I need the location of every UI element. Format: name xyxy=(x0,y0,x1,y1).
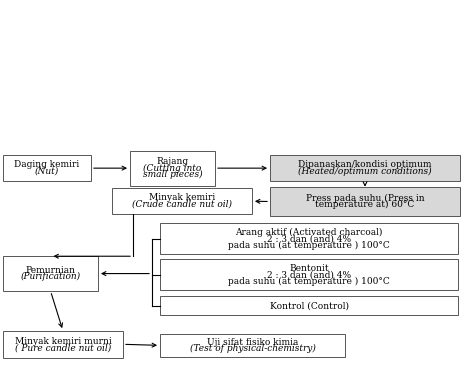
Text: Dipanaskan/kondisi optimum: Dipanaskan/kondisi optimum xyxy=(298,160,432,169)
Bar xyxy=(160,296,458,315)
Text: (Cutting into: (Cutting into xyxy=(143,164,202,173)
Text: ( Pure candle nut oil): ( Pure candle nut oil) xyxy=(15,343,111,352)
Text: temperature at) 60°C: temperature at) 60°C xyxy=(315,200,415,209)
Text: Uji sifat fisiko kimia: Uji sifat fisiko kimia xyxy=(207,338,298,347)
Text: Minyak kemiri: Minyak kemiri xyxy=(149,194,215,202)
Bar xyxy=(160,260,458,290)
Text: Arang aktif (Activated charcoal): Arang aktif (Activated charcoal) xyxy=(235,227,382,236)
Text: (Nut): (Nut) xyxy=(35,167,59,176)
Text: Press pada suhu (Press in: Press pada suhu (Press in xyxy=(306,194,425,203)
Text: Minyak kemiri murni: Minyak kemiri murni xyxy=(14,337,111,346)
Bar xyxy=(3,155,91,182)
Text: Kontrol (Control): Kontrol (Control) xyxy=(269,301,348,310)
Bar xyxy=(270,187,460,216)
Text: pada suhu (at temperature ) 100°C: pada suhu (at temperature ) 100°C xyxy=(228,241,390,250)
Text: Pemurnian: Pemurnian xyxy=(26,266,76,275)
Text: 2 : 3 dan (and) 4%: 2 : 3 dan (and) 4% xyxy=(267,270,351,279)
Text: Daging kemiri: Daging kemiri xyxy=(14,160,80,169)
Bar xyxy=(3,256,98,291)
Text: pada suhu (at temperature ) 100°C: pada suhu (at temperature ) 100°C xyxy=(228,277,390,286)
Text: 2 : 3 dan (and) 4%: 2 : 3 dan (and) 4% xyxy=(267,234,351,243)
Bar xyxy=(130,150,215,186)
Bar xyxy=(3,331,123,358)
Bar xyxy=(160,334,345,357)
Text: (Heated/optimum conditions): (Heated/optimum conditions) xyxy=(298,167,432,176)
Text: Bentonit: Bentonit xyxy=(289,264,329,273)
Bar xyxy=(270,155,460,182)
Bar xyxy=(160,223,458,254)
Text: (Test of physical-chemistry): (Test of physical-chemistry) xyxy=(190,344,315,353)
Text: Rajang: Rajang xyxy=(156,157,189,166)
Bar xyxy=(112,188,252,214)
Text: (Purification): (Purification) xyxy=(21,272,81,281)
Text: (Crude candle nut oil): (Crude candle nut oil) xyxy=(132,200,232,209)
Text: small pieces): small pieces) xyxy=(143,170,202,179)
